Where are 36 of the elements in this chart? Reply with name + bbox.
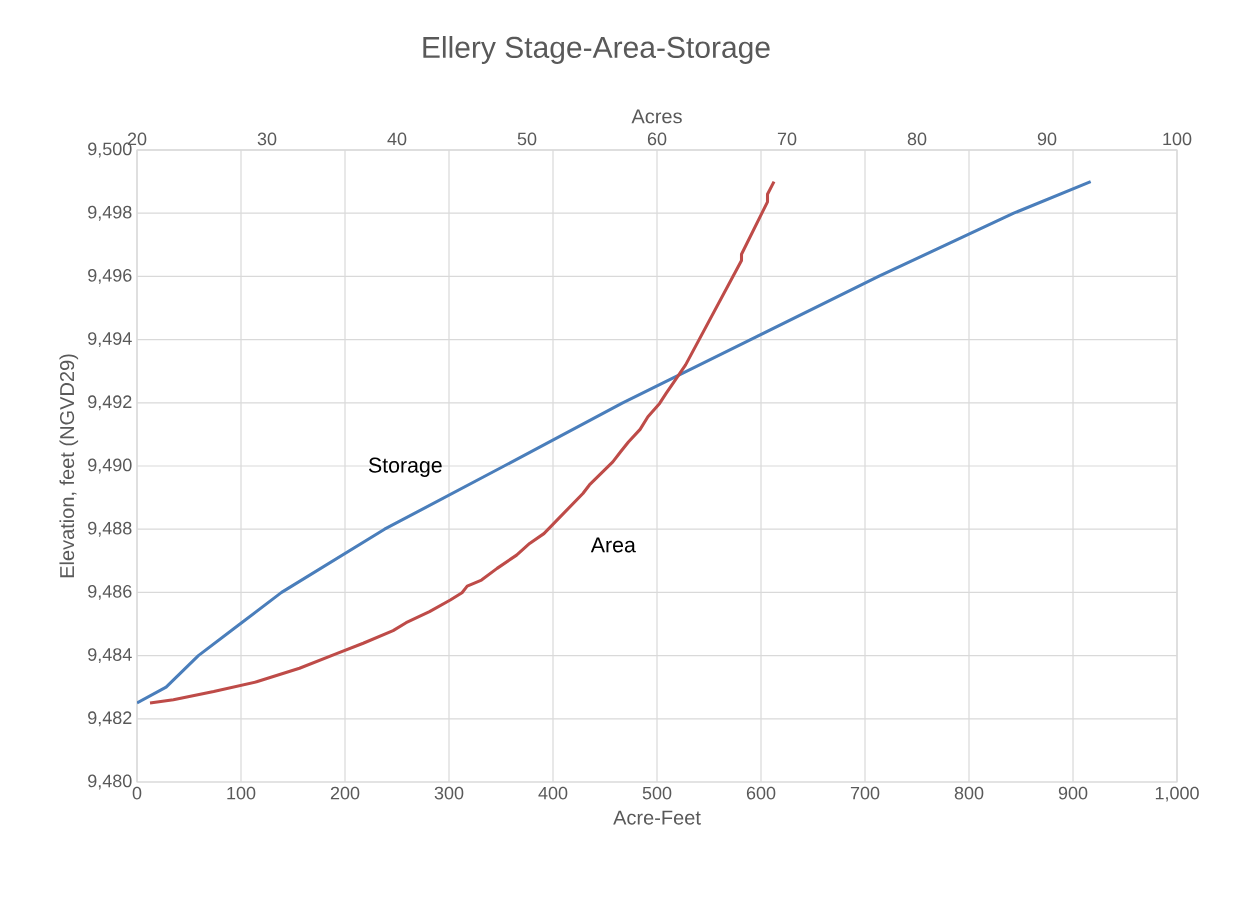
x2-tick-label: 40 bbox=[387, 132, 407, 146]
y-tick-label: 9,488 bbox=[88, 521, 132, 537]
x2-tick-label: 100 bbox=[1163, 132, 1192, 146]
x2-tick-label: 70 bbox=[777, 132, 797, 146]
x-tick-label: 800 bbox=[954, 786, 984, 800]
y-tick-label: 9,498 bbox=[88, 205, 132, 221]
series-label: Storage bbox=[368, 457, 442, 477]
x2-tick-label: 80 bbox=[907, 132, 927, 146]
x-tick-label: 500 bbox=[642, 786, 672, 800]
y-tick-label: 9,482 bbox=[88, 711, 132, 727]
y-tick-label: 9,490 bbox=[88, 458, 132, 474]
x2-tick-label: 60 bbox=[647, 132, 667, 146]
line-series bbox=[137, 180, 1093, 705]
x-tick-label: 700 bbox=[850, 786, 880, 800]
series-label: Area bbox=[590, 537, 636, 553]
x-tick-label: 300 bbox=[434, 786, 464, 800]
x2-tick-label: 30 bbox=[257, 132, 277, 146]
y-tick-label: 9,484 bbox=[88, 648, 132, 664]
y-tick-label: 9,480 bbox=[88, 774, 132, 790]
x-tick-label: 200 bbox=[330, 786, 360, 800]
y-tick-label: 9,496 bbox=[88, 268, 132, 284]
y-tick-label: 9,494 bbox=[88, 332, 132, 348]
y-tick-label: 9,492 bbox=[88, 395, 132, 411]
x-tick-label: 900 bbox=[1058, 786, 1088, 800]
y-axis-title: Elevation, feet (NGVD29) bbox=[59, 354, 79, 578]
x-axis-title: Acre-Feet bbox=[613, 810, 701, 825]
x-tick-label: 0 bbox=[132, 786, 142, 800]
x2-tick-label: 90 bbox=[1037, 132, 1057, 146]
x-tick-label: 1,000 bbox=[1155, 786, 1199, 802]
x-tick-label: 600 bbox=[746, 786, 776, 800]
y-tick-label: 9,486 bbox=[88, 584, 132, 600]
chart-title: Ellery Stage-Area-Storage bbox=[423, 36, 770, 64]
x-tick-label: 400 bbox=[538, 786, 568, 800]
x2-axis-title: Acres bbox=[631, 109, 682, 124]
x-tick-label: 100 bbox=[227, 786, 256, 800]
x2-tick-label: 50 bbox=[517, 132, 537, 146]
